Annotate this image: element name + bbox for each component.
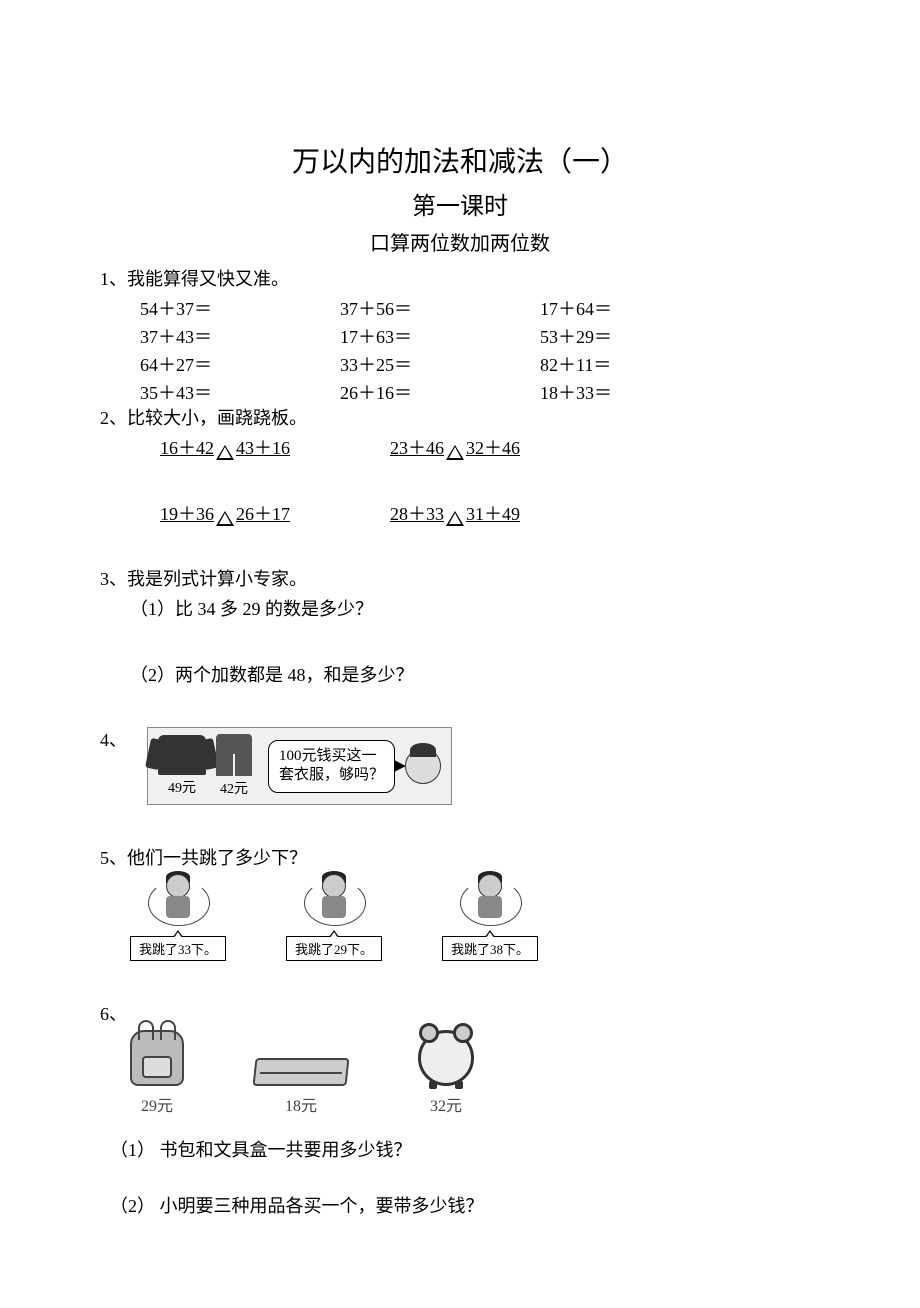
jumper-label: 我跳了33下。 [130,936,226,961]
seesaw-item: 28＋33 31＋49 [390,500,520,526]
seesaw-left: 16＋42 [160,434,214,460]
pants-price: 42元 [220,778,248,798]
seesaw-left: 23＋46 [390,434,444,460]
jumper-label: 我跳了29下。 [286,936,382,961]
q6-sub2: （2） 小明要三种用品各买一个，要带多少钱？ [110,1192,820,1218]
calc-cell: 37＋56＝ [340,295,510,321]
seesaw-item: 19＋36 26＋17 [160,500,290,526]
jacket-price: 49元 [168,777,196,797]
jumper-item: 我跳了33下。 [130,874,226,961]
pencilcase-icon [253,1058,350,1086]
seesaw-right: 43＋16 [236,434,290,460]
main-title: 万以内的加法和减法（一） [100,140,820,180]
pencilcase-price: 18元 [285,1092,317,1116]
jumper-item: 我跳了29下。 [286,874,382,961]
jacket-icon [158,735,206,775]
q5-row: 我跳了33下。 我跳了29下。 我跳了38下。 [130,874,820,961]
q1-label: 1、我能算得又快又准。 [100,266,820,293]
triangle-icon [446,445,464,460]
seesaw-left: 19＋36 [160,500,214,526]
calc-cell: 82＋11＝ [540,351,710,377]
calc-cell: 18＋33＝ [540,379,710,405]
jumper-icon [460,874,520,930]
q3-sub2: （2）两个加数都是 48，和是多少？ [130,661,820,687]
q3-sub1: （1）比 34 多 29 的数是多少？ [130,595,820,621]
q4-row: 4、 49元 42元 100元钱买这一 套衣服，够吗？ [100,727,820,805]
q2-label: 2、比较大小，画跷跷板。 [100,405,820,432]
calc-cell: 17＋63＝ [340,323,510,349]
calc-cell: 54＋37＝ [140,295,310,321]
q1-grid: 54＋37＝ 37＋56＝ 17＋64＝ 37＋43＝ 17＋63＝ 53＋29… [140,295,820,405]
lesson-subtitle: 第一课时 [100,186,820,221]
jumper-icon [304,874,364,930]
jumper-label: 我跳了38下。 [442,936,538,961]
pants-icon [216,734,252,776]
q4-label: 4、 [100,727,127,754]
shop-item-backpack: 29元 [130,1030,184,1116]
seesaw-item: 23＋46 32＋46 [390,434,520,460]
backpack-price: 29元 [141,1092,173,1116]
seesaw-right: 26＋17 [236,500,290,526]
calc-cell: 33＋25＝ [340,351,510,377]
clock-icon [418,1030,474,1086]
jacket-item: 49元 [158,735,206,797]
q3-label: 3、我是列式计算小专家。 [100,566,820,593]
child-icon [405,748,441,784]
speech-bubble: 100元钱买这一 套衣服，够吗？ [268,740,395,793]
worksheet-page: 万以内的加法和减法（一） 第一课时 口算两位数加两位数 1、我能算得又快又准。 … [0,0,920,1308]
seesaw-row: 19＋36 26＋17 28＋33 31＋49 [160,500,820,526]
q6-row: 29元 18元 32元 [130,1030,820,1116]
seesaw-right: 31＋49 [466,500,520,526]
calc-cell: 53＋29＝ [540,323,710,349]
jumper-item: 我跳了38下。 [442,874,538,961]
shop-item-pencilcase: 18元 [254,1058,348,1116]
q5-label: 5、他们一共跳了多少下？ [100,845,820,872]
backpack-icon [130,1030,184,1086]
clock-price: 32元 [430,1092,462,1116]
seesaw-row: 16＋42 43＋16 23＋46 32＋46 [160,434,820,460]
calc-cell: 17＋64＝ [540,295,710,321]
calc-cell: 35＋43＝ [140,379,310,405]
triangle-icon [446,511,464,526]
seesaw-item: 16＋42 43＋16 [160,434,290,460]
jumper-icon [148,874,208,930]
shop-item-clock: 32元 [418,1030,474,1116]
pants-item: 42元 [216,734,252,798]
seesaw-right: 32＋46 [466,434,520,460]
calc-cell: 37＋43＝ [140,323,310,349]
q6-sub1: （1） 书包和文具盒一共要用多少钱？ [110,1136,820,1162]
q4-box: 49元 42元 100元钱买这一 套衣服，够吗？ [147,727,452,805]
topic-subtitle: 口算两位数加两位数 [100,227,820,256]
calc-cell: 64＋27＝ [140,351,310,377]
triangle-icon [216,445,234,460]
seesaw-left: 28＋33 [390,500,444,526]
triangle-icon [216,511,234,526]
calc-cell: 26＋16＝ [340,379,510,405]
